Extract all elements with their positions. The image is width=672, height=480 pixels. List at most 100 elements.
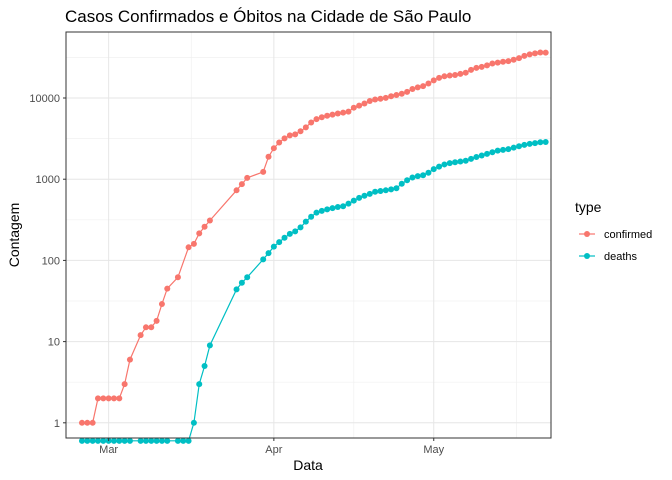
data-point (137, 437, 144, 444)
data-point (89, 437, 96, 444)
data-point (281, 234, 288, 241)
data-point (350, 197, 357, 204)
legend: type confirmed deaths (575, 199, 652, 263)
data-point (484, 62, 491, 69)
data-point (201, 223, 208, 230)
data-point (94, 395, 101, 402)
data-point (388, 93, 395, 100)
data-point (121, 437, 128, 444)
data-point (244, 174, 251, 181)
data-point (329, 111, 336, 118)
data-point (116, 395, 123, 402)
data-point (372, 96, 379, 103)
data-point (164, 285, 171, 292)
data-point (270, 145, 277, 152)
chart-title: Casos Confirmados e Óbitos na Cidade de … (65, 7, 471, 26)
data-point (110, 437, 117, 444)
data-point (393, 91, 400, 98)
data-point (329, 205, 336, 212)
data-point (318, 207, 325, 214)
data-point (137, 332, 144, 339)
data-point (494, 147, 501, 154)
y-tick-label: 1000 (36, 174, 60, 186)
data-point (334, 110, 341, 117)
data-point (233, 286, 240, 293)
data-point (516, 55, 523, 62)
data-point (489, 149, 496, 156)
data-point (286, 230, 293, 237)
data-point (382, 94, 389, 101)
data-point (164, 437, 171, 444)
data-point (345, 108, 352, 115)
data-point (404, 88, 411, 95)
data-point (142, 437, 149, 444)
data-point (180, 437, 187, 444)
y-axis: 1 10 100 1000 10000 (29, 93, 66, 430)
data-point (420, 172, 427, 179)
data-point (510, 56, 517, 63)
data-point (276, 139, 283, 146)
data-point (297, 128, 304, 135)
data-point (185, 437, 192, 444)
data-point (100, 437, 107, 444)
data-point (500, 146, 507, 153)
y-tick-label: 10000 (29, 93, 60, 105)
legend-key-point (584, 231, 590, 237)
data-point (409, 174, 416, 181)
data-point (244, 274, 251, 281)
data-point (302, 218, 309, 225)
data-point (153, 437, 160, 444)
data-point (281, 135, 288, 142)
data-point (78, 437, 85, 444)
y-tick-label: 100 (42, 255, 60, 267)
plot-border (65, 31, 552, 439)
x-axis: Mar Apr May (99, 438, 445, 456)
data-point (174, 274, 181, 281)
x-tick-label: Apr (265, 444, 282, 456)
x-tick-label: May (423, 444, 444, 456)
data-point (430, 77, 437, 84)
data-point (542, 139, 549, 146)
data-point (292, 228, 299, 235)
data-point (425, 169, 432, 176)
data-point (489, 60, 496, 67)
data-point (542, 49, 549, 56)
data-point (78, 419, 85, 426)
data-point (537, 139, 544, 146)
data-point (537, 49, 544, 56)
data-point (292, 131, 299, 138)
data-point (505, 58, 512, 65)
data-point (238, 181, 245, 188)
data-point (462, 157, 469, 164)
data-point (393, 185, 400, 192)
data-point (313, 116, 320, 123)
data-point (425, 80, 432, 87)
data-point (521, 141, 528, 148)
data-point (361, 192, 368, 199)
data-point (404, 177, 411, 184)
data-point (148, 324, 155, 331)
data-point (302, 124, 309, 131)
data-point (484, 150, 491, 157)
data-point (324, 112, 331, 119)
data-point (505, 146, 512, 153)
data-point (526, 51, 533, 58)
data-point (313, 209, 320, 216)
data-point (340, 109, 347, 116)
data-point (372, 188, 379, 195)
data-point (478, 63, 485, 70)
data-point (516, 143, 523, 150)
data-point (174, 437, 181, 444)
data-point (196, 230, 203, 237)
data-point (308, 213, 315, 220)
data-point (436, 74, 443, 81)
data-point (105, 395, 112, 402)
legend-item-confirmed: confirmed (579, 229, 652, 241)
data-point (142, 324, 149, 331)
data-point (532, 50, 539, 57)
data-point (276, 239, 283, 246)
data-point (361, 100, 368, 107)
series-deaths (78, 139, 549, 444)
data-point (526, 140, 533, 147)
data-point (185, 244, 192, 251)
